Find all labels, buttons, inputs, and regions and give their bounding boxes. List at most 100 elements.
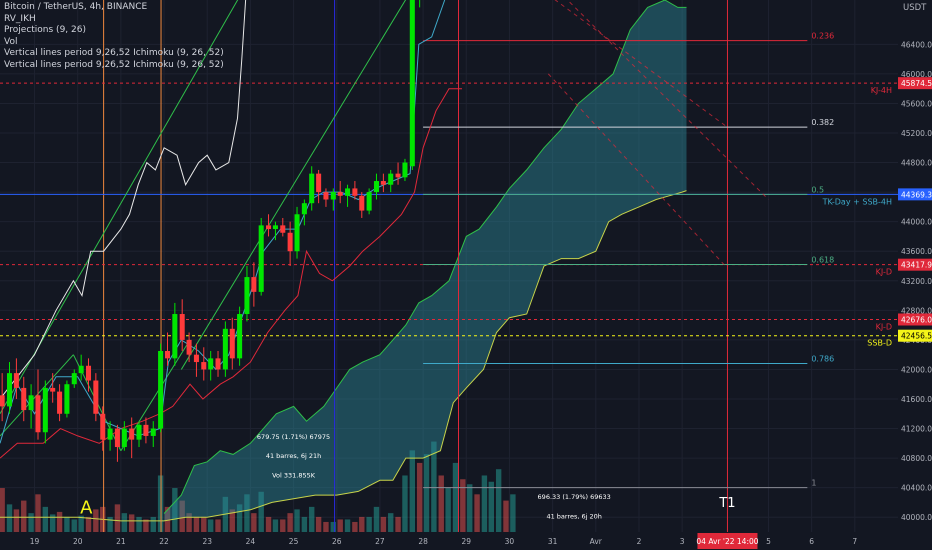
price-tick-label: 45200.00 [901, 129, 932, 138]
candle-body [237, 314, 243, 359]
candle-body [28, 395, 34, 411]
date-badge [697, 533, 758, 549]
candle-body [193, 354, 199, 363]
volume-bar [280, 519, 286, 532]
price-badge [898, 313, 932, 326]
candle-body [301, 203, 307, 215]
candle-body [294, 214, 300, 252]
volume-bar [0, 488, 5, 532]
chart-marker-label: A [80, 498, 93, 519]
volume-bar [359, 516, 365, 532]
volume-bar [251, 513, 257, 532]
volume-bar [193, 516, 200, 532]
time-tick-label: 23 [202, 537, 212, 546]
candle-body [388, 173, 394, 185]
candle-body [50, 387, 56, 392]
legend-indicator-vertical-lines-2[interactable]: Vertical lines period 9,26,52 Ichimoku (… [4, 59, 224, 70]
price-badge-label: 42456.57 [901, 332, 932, 341]
volume-bar [488, 481, 495, 532]
candle-body [280, 225, 286, 233]
time-tick-label: 29 [461, 537, 471, 546]
candle-body [287, 232, 293, 252]
candle-body [337, 192, 343, 196]
time-tick-label: 6 [809, 537, 814, 546]
volume-bar [172, 488, 178, 532]
measure-annotation: 41 barres, 6j 21h [266, 452, 321, 460]
volume-bar [423, 454, 430, 532]
volume-bar [85, 516, 92, 532]
candle-body [78, 365, 84, 374]
candle-body [244, 277, 250, 315]
volume-bar [409, 450, 416, 532]
volume-bar [107, 516, 113, 532]
legend-indicator-vertical-lines-1[interactable]: Vertical lines period 9,26,52 Ichimoku (… [4, 48, 224, 59]
time-tick-label: 2 [637, 537, 642, 546]
volume-bar [474, 494, 480, 532]
volume-bar [35, 494, 41, 532]
candle-body [345, 188, 351, 196]
price-tick-label: 40000.00 [901, 513, 932, 522]
time-tick-label: 21 [116, 537, 126, 546]
fib-level-label: 0.618 [811, 256, 834, 265]
volume-bar [143, 519, 149, 532]
volume-bar [388, 513, 394, 532]
candle-body [373, 181, 379, 193]
candle-body [172, 314, 178, 359]
legend-symbol[interactable]: Bitcoin / TetherUS, 4h, BINANCE [4, 2, 148, 12]
senkou-span-a-line [163, 0, 687, 514]
candle-body [222, 328, 228, 370]
candle-body [158, 350, 164, 429]
volume-bar [179, 500, 185, 532]
candle-body [330, 192, 336, 200]
fib-level-label: 0.382 [811, 118, 834, 127]
legend-indicator-rv-ikh[interactable]: RV_IKH [4, 13, 36, 24]
volume-bar [136, 516, 142, 532]
time-tick-label: 7 [852, 537, 857, 546]
measure-annotation: 696.33 (1.79%) 69633 [538, 493, 611, 501]
volume-bar [452, 462, 459, 532]
time-tick-label: 26 [332, 537, 342, 546]
volume-bar [56, 511, 63, 532]
time-tick-label: 24 [246, 537, 256, 546]
candle-body [186, 339, 192, 355]
candle-body [21, 387, 27, 411]
volume-bar [236, 504, 243, 532]
candle-body [35, 395, 41, 433]
volume-bar [287, 513, 293, 532]
time-tick-label: 25 [289, 537, 299, 546]
volume-bar [21, 500, 27, 532]
time-tick-label: 20 [73, 537, 83, 546]
candle-body [402, 162, 408, 178]
candle-body [359, 195, 365, 211]
currency-label: USDT [903, 3, 927, 13]
volume-bar [164, 506, 171, 532]
volume-bar [445, 488, 451, 532]
legend-indicator-projections[interactable]: Projections (9, 26) [4, 25, 86, 36]
volume-bar [121, 513, 128, 532]
volume-bar [201, 516, 207, 532]
volume-bar [13, 509, 20, 532]
time-tick-label: Avr [590, 537, 603, 546]
time-tick-label: 30 [505, 537, 515, 546]
price-badge [898, 258, 932, 271]
key-level-name: KJ-4H [871, 86, 892, 95]
candle-body [129, 428, 135, 440]
price-tick-label: 46000.00 [901, 70, 932, 79]
time-tick-label: 5 [766, 537, 771, 546]
measure-annotation: Vol 331.855K [272, 471, 316, 479]
volume-bar [64, 516, 70, 532]
chart-marker-label: T1 [718, 496, 735, 511]
candle-body [100, 413, 106, 440]
volume-bar [207, 519, 214, 532]
key-level-name: KJ-D [876, 268, 892, 277]
ichimoku-cloud [164, 0, 687, 521]
fib-level-label: 0.5 [811, 185, 824, 194]
volume-bar [6, 504, 13, 532]
price-badge-label: 42676.07 [901, 315, 932, 324]
fib-level-label: 1 [811, 479, 816, 488]
key-level-name: KJ-D [876, 322, 892, 331]
date-badge-label: 04 Avr '22 14:00 [696, 537, 758, 546]
legend-indicator-vol[interactable]: Vol [4, 36, 18, 47]
price-badge-label: 44369.39 [901, 190, 932, 199]
